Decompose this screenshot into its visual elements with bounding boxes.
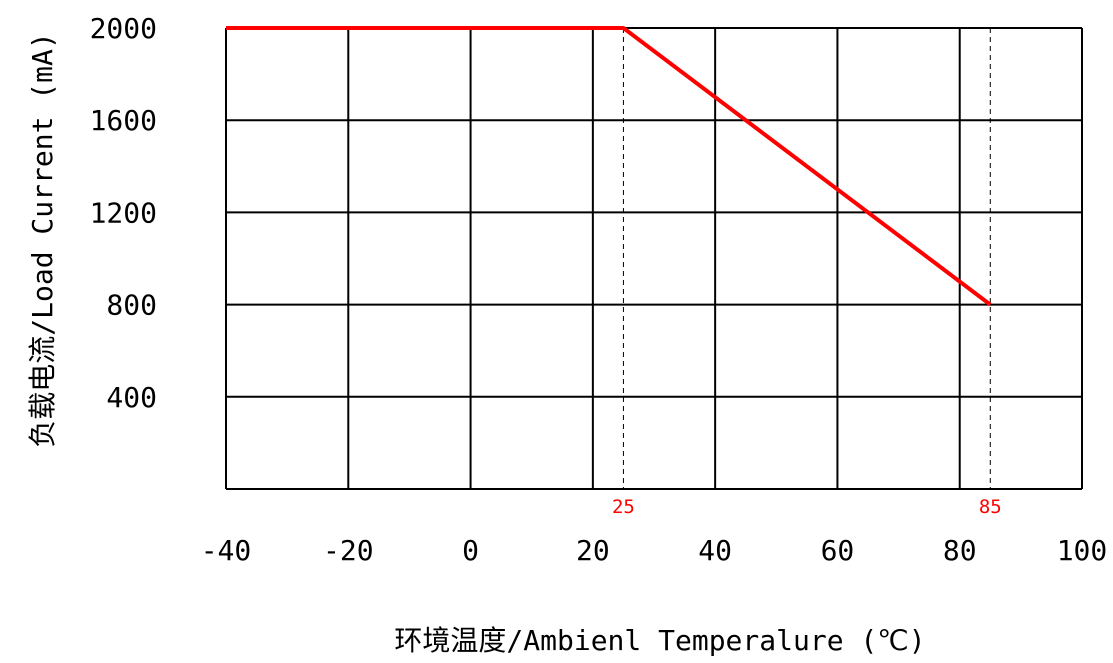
x-tick-label: -20 xyxy=(323,534,374,567)
y-axis-title: 负载电流/Load Current (mA) xyxy=(26,32,59,447)
reference-label-25: 25 xyxy=(612,496,635,518)
x-axis-ticks: -40 -20 0 20 40 60 80 100 xyxy=(201,534,1108,567)
x-tick-label: 0 xyxy=(462,534,479,567)
x-tick-label: 40 xyxy=(698,534,732,567)
reference-label-85: 85 xyxy=(979,496,1002,518)
x-tick-label: 100 xyxy=(1057,534,1108,567)
y-tick-label: 400 xyxy=(106,381,157,414)
y-tick-label: 800 xyxy=(106,289,157,322)
grid xyxy=(225,27,1083,490)
y-tick-label: 2000 xyxy=(90,12,157,45)
x-tick-label: -40 xyxy=(201,534,252,567)
y-tick-label: 1200 xyxy=(90,196,157,229)
x-tick-label: 20 xyxy=(576,534,610,567)
y-tick-label: 1600 xyxy=(90,104,157,137)
series-line xyxy=(226,26,992,307)
reference-lines: 25 85 xyxy=(612,28,1002,518)
x-axis-title: 环境温度/Ambienl Temperalure (℃) xyxy=(394,624,925,657)
series-layer xyxy=(226,26,992,307)
x-tick-label: 60 xyxy=(821,534,855,567)
x-tick-label: 80 xyxy=(943,534,977,567)
y-axis-ticks: 400 800 1200 1600 2000 xyxy=(90,12,157,414)
